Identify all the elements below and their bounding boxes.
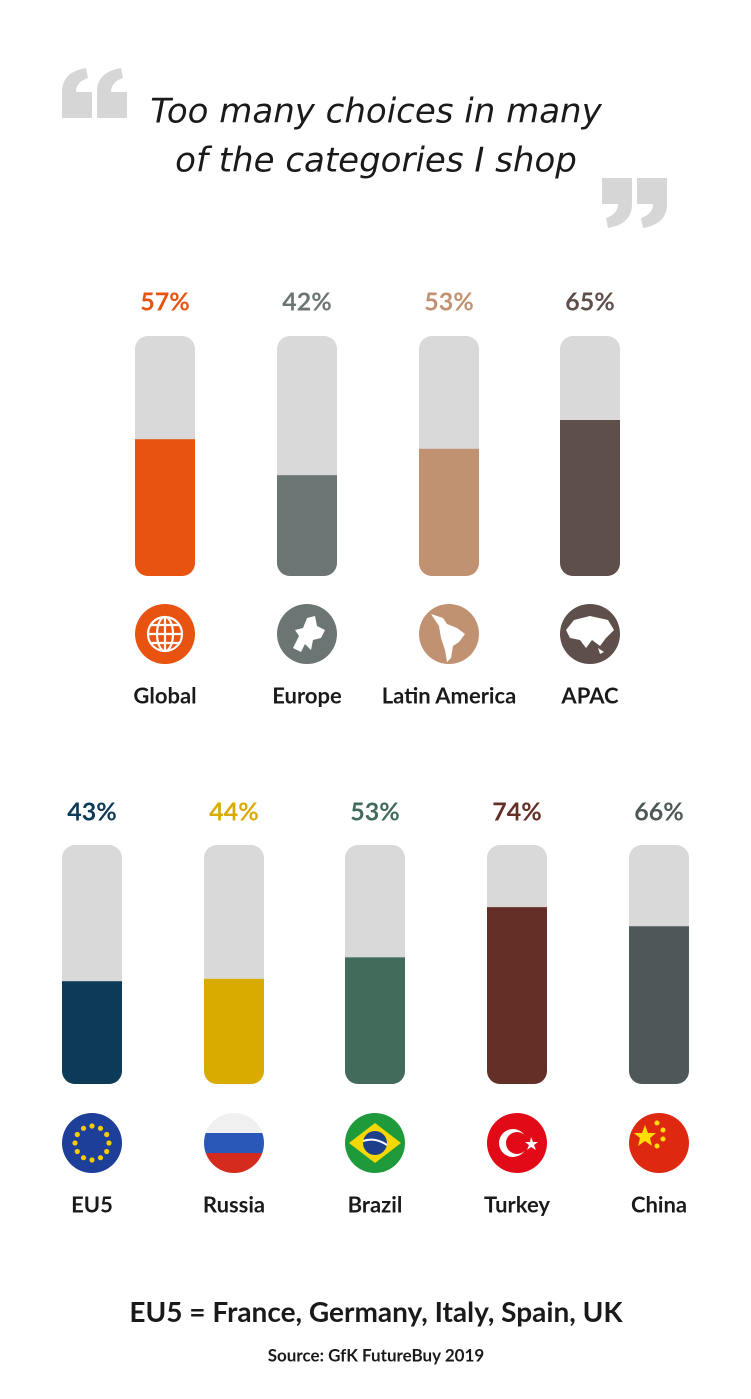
value-label: 44% — [209, 796, 259, 826]
bar — [419, 448, 479, 576]
turkey-flag-icon — [487, 1113, 547, 1173]
russia-flag-icon — [204, 1113, 264, 1173]
category-label: Europe — [272, 682, 342, 709]
source: Source: GfK FutureBuy 2019 — [268, 1344, 485, 1365]
bar — [560, 420, 620, 576]
value-label: 57% — [140, 286, 190, 316]
bar — [204, 978, 264, 1084]
value-label: 53% — [424, 286, 474, 316]
bar — [277, 475, 337, 576]
category-label: Turkey — [484, 1191, 550, 1218]
bar — [487, 907, 547, 1084]
category-label: Global — [133, 682, 196, 709]
value-label: 43% — [67, 796, 117, 826]
latin-america-icon — [419, 604, 479, 664]
category-label: China — [631, 1191, 687, 1218]
bar — [345, 957, 405, 1084]
value-label: 42% — [282, 286, 332, 316]
eu-flag-icon — [62, 1113, 122, 1173]
europe-icon — [277, 604, 337, 664]
quote-line: Too many choices in many — [150, 92, 602, 132]
value-label: 66% — [634, 796, 684, 826]
category-label: Latin America — [382, 682, 517, 709]
value-label: 65% — [565, 286, 615, 316]
value-label: 53% — [350, 796, 400, 826]
globe-icon — [135, 604, 195, 664]
footnote: EU5 = France, Germany, Italy, Spain, UK — [129, 1294, 623, 1328]
bar — [135, 439, 195, 576]
asia-icon — [560, 604, 620, 664]
china-flag-icon — [629, 1113, 689, 1173]
quote-line: of the categories I shop — [175, 141, 577, 181]
value-label: 74% — [492, 796, 542, 826]
category-label: Russia — [203, 1191, 265, 1218]
brazil-flag-icon — [345, 1113, 405, 1173]
bar — [62, 981, 122, 1084]
bar — [629, 926, 689, 1084]
category-label: APAC — [560, 682, 619, 709]
category-label: Brazil — [348, 1191, 403, 1218]
category-label: EU5 — [71, 1191, 113, 1218]
open-quote — [62, 68, 127, 118]
close-quote — [602, 178, 667, 228]
